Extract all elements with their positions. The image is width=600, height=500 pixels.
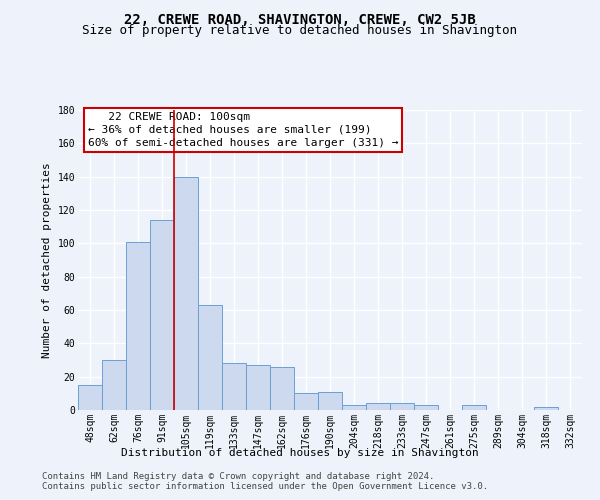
Text: 22, CREWE ROAD, SHAVINGTON, CREWE, CW2 5JB: 22, CREWE ROAD, SHAVINGTON, CREWE, CW2 5… [124,12,476,26]
Bar [366,404,390,410]
Bar [78,385,102,410]
Bar [534,406,558,410]
Text: Size of property relative to detached houses in Shavington: Size of property relative to detached ho… [83,24,517,37]
Bar [126,242,150,410]
Y-axis label: Number of detached properties: Number of detached properties [42,162,52,358]
Bar [198,305,222,410]
Bar [102,360,126,410]
Text: Contains HM Land Registry data © Crown copyright and database right 2024.: Contains HM Land Registry data © Crown c… [42,472,434,481]
Text: 22 CREWE ROAD: 100sqm
← 36% of detached houses are smaller (199)
60% of semi-det: 22 CREWE ROAD: 100sqm ← 36% of detached … [88,112,398,148]
Bar [390,404,414,410]
Text: Distribution of detached houses by size in Shavington: Distribution of detached houses by size … [121,448,479,458]
Bar [222,364,246,410]
Bar [150,220,174,410]
Bar [246,365,270,410]
Bar [318,392,342,410]
Bar [294,394,318,410]
Bar [462,405,486,410]
Bar [342,405,366,410]
Bar [270,366,294,410]
Bar [414,405,438,410]
Text: Contains public sector information licensed under the Open Government Licence v3: Contains public sector information licen… [42,482,488,491]
Bar [174,176,198,410]
